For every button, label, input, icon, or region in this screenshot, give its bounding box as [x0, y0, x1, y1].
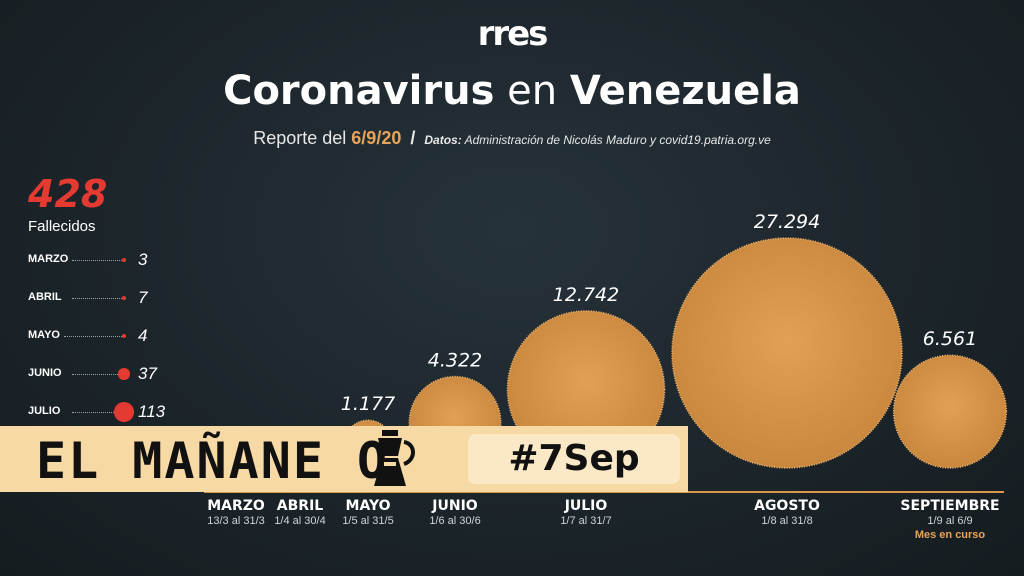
source-label: Datos: — [424, 133, 462, 147]
month-label-abril: ABRIL 1/4 al 30/4 — [240, 498, 360, 527]
death-month-label: MARZO — [28, 253, 69, 265]
title-coronavirus: Coronavirus — [223, 68, 495, 114]
death-leader-line — [71, 374, 119, 375]
month-range: 13/3 al 31/3 — [207, 515, 265, 527]
death-row-mayo: MAYO 4 — [28, 326, 188, 346]
death-month-label: JUNIO — [28, 367, 62, 379]
month-label-junio: JUNIO 1/6 al 30/6 — [395, 498, 515, 527]
death-value: 113 — [138, 402, 166, 421]
month-range: 1/9 al 6/9 — [927, 515, 973, 527]
report-label: Reporte del — [253, 128, 347, 148]
deaths-total: 428 — [28, 172, 108, 216]
report-date: 6/9/20 — [351, 128, 402, 148]
title-en: en — [507, 68, 558, 114]
month-name: MAYO — [345, 498, 391, 514]
logo: rres — [477, 14, 549, 54]
source-note: Datos: Administración de Nicolás Maduro … — [424, 133, 770, 147]
banner-title: EL MAÑANE O — [36, 432, 390, 490]
month-label-julio: JULIO 1/7 al 31/7 — [526, 498, 646, 527]
month-name: JUNIO — [432, 498, 478, 514]
bubble-septiembre — [892, 354, 1008, 469]
month-name: JULIO — [564, 498, 608, 514]
bubble-agosto — [671, 237, 903, 469]
death-leader-line — [64, 336, 122, 337]
death-month-label: JULIO — [28, 405, 61, 417]
death-row-abril: ABRIL 7 — [28, 288, 188, 308]
death-dot — [114, 402, 134, 422]
banner-tag-pill: #7Sep — [468, 434, 680, 484]
death-leader-line — [71, 298, 122, 299]
bubble-value-label: 4.322 — [428, 349, 482, 371]
death-leader-line — [71, 412, 114, 413]
banner-tag: #7Sep — [508, 438, 640, 479]
bubble-value-label: 12.742 — [553, 284, 619, 306]
month-range: 1/8 al 31/8 — [761, 515, 813, 527]
death-dot — [122, 334, 126, 338]
death-dot — [118, 368, 130, 380]
death-dot — [122, 258, 126, 262]
title-venezuela: Venezuela — [569, 68, 801, 114]
coffee-pot-icon — [374, 430, 415, 486]
month-range: 1/7 al 31/7 — [560, 515, 612, 527]
death-row-junio: JUNIO 37 — [28, 364, 188, 384]
banner: EL MAÑANE O #7Sep — [0, 426, 688, 492]
month-name: SEPTIEMBRE — [900, 498, 1000, 514]
month-name: AGOSTO — [754, 498, 820, 514]
month-name: ABRIL — [276, 498, 324, 514]
death-month-label: MAYO — [28, 329, 60, 341]
death-row-julio: JULIO 113 — [28, 402, 188, 422]
month-label-agosto: AGOSTO 1/8 al 31/8 — [727, 498, 847, 527]
source-text: Administración de Nicolás Maduro y covid… — [464, 133, 771, 147]
month-note: Mes en curso — [914, 529, 986, 541]
separator: / — [410, 128, 416, 148]
month-name: MARZO — [207, 498, 265, 514]
month-range: 1/4 al 30/4 — [274, 515, 326, 527]
bubble-value-label: 27.294 — [754, 211, 820, 233]
death-row-marzo: MARZO 3 — [28, 250, 188, 270]
death-value: 37 — [138, 364, 157, 383]
deaths-label: Fallecidos — [28, 218, 96, 235]
month-label-mayo: MAYO 1/5 al 31/5 — [308, 498, 428, 527]
death-value: 3 — [138, 250, 148, 269]
death-dot — [121, 295, 127, 301]
month-label-septiembre: SEPTIEMBRE 1/9 al 6/9 Mes en curso — [890, 498, 1010, 541]
bubble-value-label: 1.177 — [341, 393, 395, 415]
month-range: 1/6 al 30/6 — [429, 515, 481, 527]
death-value: 7 — [138, 288, 148, 307]
death-month-label: ABRIL — [28, 291, 62, 303]
month-label-marzo: MARZO 13/3 al 31/3 — [176, 498, 296, 527]
bubble-value-label: 6.561 — [923, 328, 977, 350]
month-range: 1/5 al 31/5 — [342, 515, 394, 527]
report-subtitle: Reporte del 6/9/20 / Datos: Administraci… — [0, 128, 1024, 149]
death-leader-line — [71, 260, 122, 261]
death-value: 4 — [138, 326, 148, 345]
page-title: Coronavirus en Venezuela — [0, 68, 1024, 114]
